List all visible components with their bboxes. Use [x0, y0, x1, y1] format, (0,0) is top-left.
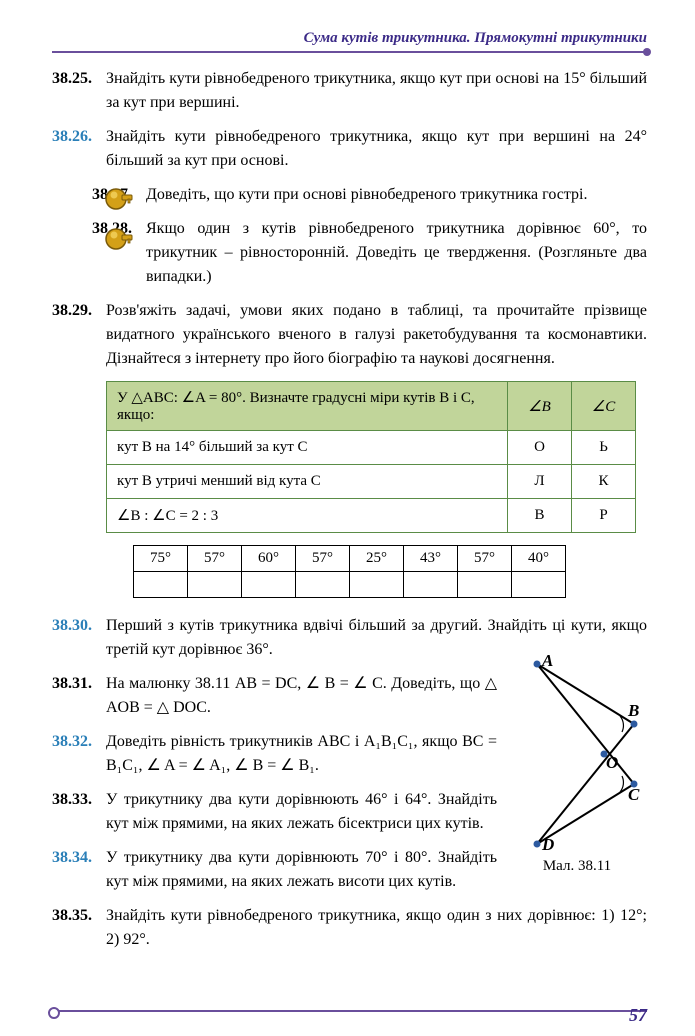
table1-row1-label: кут B на 14° більший за кут C — [107, 431, 508, 465]
problem-number: 38.31. — [52, 672, 106, 720]
problem-number: 38.34. — [52, 846, 106, 894]
t2-c1: 75° — [134, 546, 188, 572]
t2-c3: 60° — [242, 546, 296, 572]
problem-number: 38.35. — [52, 904, 106, 952]
problem-text: Знайдіть кути рівнобедреного трикутника,… — [106, 904, 647, 952]
svg-text:B: B — [627, 701, 639, 720]
table1-row2-b: Л — [508, 465, 572, 499]
problem-38-27: 38.27. Доведіть, що кути при основі рівн… — [52, 183, 647, 207]
table1-row3-label: ∠B : ∠C = 2 : 3 — [107, 499, 508, 533]
svg-text:A: A — [541, 654, 553, 670]
t2-c8: 40° — [512, 546, 566, 572]
problem-text: Якщо один з кутів рівнобедреного трикутн… — [146, 217, 647, 289]
table1-header-c: ∠C — [572, 382, 636, 431]
t2-c7: 57° — [458, 546, 512, 572]
table1-row3-c: Р — [572, 499, 636, 533]
problem-number: 38.29. — [52, 299, 106, 371]
svg-text:O: O — [606, 753, 618, 772]
problem-number: 38.25. — [52, 67, 106, 115]
problem-table-2: 75° 57° 60° 57° 25° 43° 57° 40° — [133, 545, 566, 598]
t2-c2: 57° — [188, 546, 242, 572]
t2-c4: 57° — [296, 546, 350, 572]
table1-row2-c: К — [572, 465, 636, 499]
table1-header-prompt: У △ABC: ∠A = 80°. Визначте градусні міри… — [107, 382, 508, 431]
problem-text: Доведіть, що кути при основі рівнобедрен… — [146, 183, 647, 207]
page-header-title: Сума кутів трикутника. Прямокутні трикут… — [52, 30, 647, 47]
problem-text: Розв'яжіть задачі, умови яких подано в т… — [106, 299, 647, 371]
problem-text: Знайдіть кути рівнобедреного трикутника,… — [106, 67, 647, 115]
table1-header-b: ∠B — [508, 382, 572, 431]
problem-text: Знайдіть кути рівнобедреного трикутника,… — [106, 125, 647, 173]
figure-38-11: A B O C D Мал. 38.11 — [507, 654, 647, 875]
problem-number: 38.30. — [52, 614, 106, 662]
t2-c5: 25° — [350, 546, 404, 572]
svg-text:C: C — [628, 785, 640, 804]
key-icon — [104, 225, 134, 255]
key-icon — [104, 185, 134, 215]
table1-row2-label: кут B утричі менший від кута C — [107, 465, 508, 499]
table1-row1-c: Ь — [572, 431, 636, 465]
problem-table-1: У △ABC: ∠A = 80°. Визначте градусні міри… — [106, 381, 636, 533]
problem-number: 38.32. — [52, 730, 106, 778]
footer-divider — [52, 1010, 647, 1012]
t2-blank — [134, 572, 188, 598]
problem-38-25: 38.25. Знайдіть кути рівнобедреного трик… — [52, 67, 647, 115]
problem-38-26: 38.26. Знайдіть кути рівнобедреного трик… — [52, 125, 647, 173]
svg-text:D: D — [541, 835, 554, 854]
t2-c6: 43° — [404, 546, 458, 572]
figure-caption: Мал. 38.11 — [507, 858, 647, 875]
problem-number: 38.26. — [52, 125, 106, 173]
table1-row1-b: О — [508, 431, 572, 465]
header-divider — [52, 51, 647, 53]
table1-row3-b: В — [508, 499, 572, 533]
problem-38-28: 38.28. Якщо один з кутів рівнобедреного … — [52, 217, 647, 289]
problem-38-35: 38.35. Знайдіть кути рівнобедреного трик… — [52, 904, 647, 952]
problem-number: 38.33. — [52, 788, 106, 836]
page-number: 57 — [629, 1005, 647, 1026]
problem-38-29: 38.29. Розв'яжіть задачі, умови яких под… — [52, 299, 647, 371]
